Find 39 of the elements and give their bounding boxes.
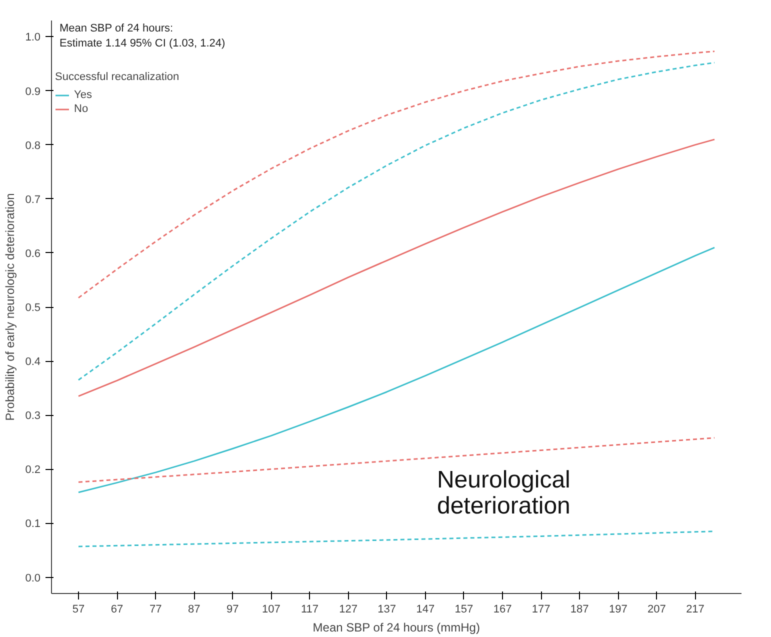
y-tick-label: 0.9	[25, 86, 41, 98]
y-tick-label: 0.5	[25, 302, 41, 314]
line-series	[78, 530, 716, 548]
legend-label: Yes	[74, 88, 93, 102]
legend-title: Successful recanalization	[55, 71, 180, 83]
y-tick-label: 0.8	[25, 140, 41, 152]
x-tick-label: 207	[648, 604, 666, 616]
y-tick-label: 1.0	[25, 32, 41, 44]
line-series	[78, 246, 716, 494]
y-tick-label: 0.1	[25, 518, 41, 530]
x-tick-label: 217	[686, 604, 704, 616]
x-tick-label: 107	[262, 604, 280, 616]
y-tick-label: 0.6	[25, 248, 41, 260]
annotation: Mean SBP of 24 hours:	[60, 22, 174, 34]
y-tick-label: 0.0	[25, 572, 41, 584]
x-tick-label: 167	[493, 604, 512, 616]
x-tick-label: 87	[188, 604, 200, 616]
y-axis-title: Probability of early neurologic deterioration	[3, 193, 18, 421]
y-tick-label: 0.2	[25, 464, 41, 476]
legend-label: No	[74, 102, 90, 116]
x-tick-label: 127	[339, 604, 358, 616]
y-tick-label: 0.4	[25, 356, 41, 368]
x-tick-label: 157	[454, 604, 474, 616]
annotation: Estimate 1.14 95% CI (1.03, 1.24)	[60, 38, 226, 50]
y-tick-label: 0.7	[25, 194, 41, 206]
x-tick-label: 187	[570, 604, 589, 616]
y-tick-label: 0.3	[25, 410, 41, 422]
x-tick-label: 97	[226, 604, 239, 616]
x-axis-title: Mean SBP of 24 hours (mmHg)	[312, 620, 480, 634]
x-tick-label: 147	[416, 604, 435, 616]
x-tick-label: 177	[532, 604, 550, 616]
x-tick-label: 57	[72, 604, 85, 616]
annotation: Neurological deterioration	[436, 466, 570, 520]
x-tick-label: 67	[110, 604, 124, 616]
x-tick-label: 77	[149, 604, 162, 616]
line-series	[78, 138, 716, 397]
x-tick-label: 117	[301, 604, 319, 616]
x-tick-label: 197	[608, 604, 628, 616]
x-tick-label: 137	[378, 604, 396, 616]
